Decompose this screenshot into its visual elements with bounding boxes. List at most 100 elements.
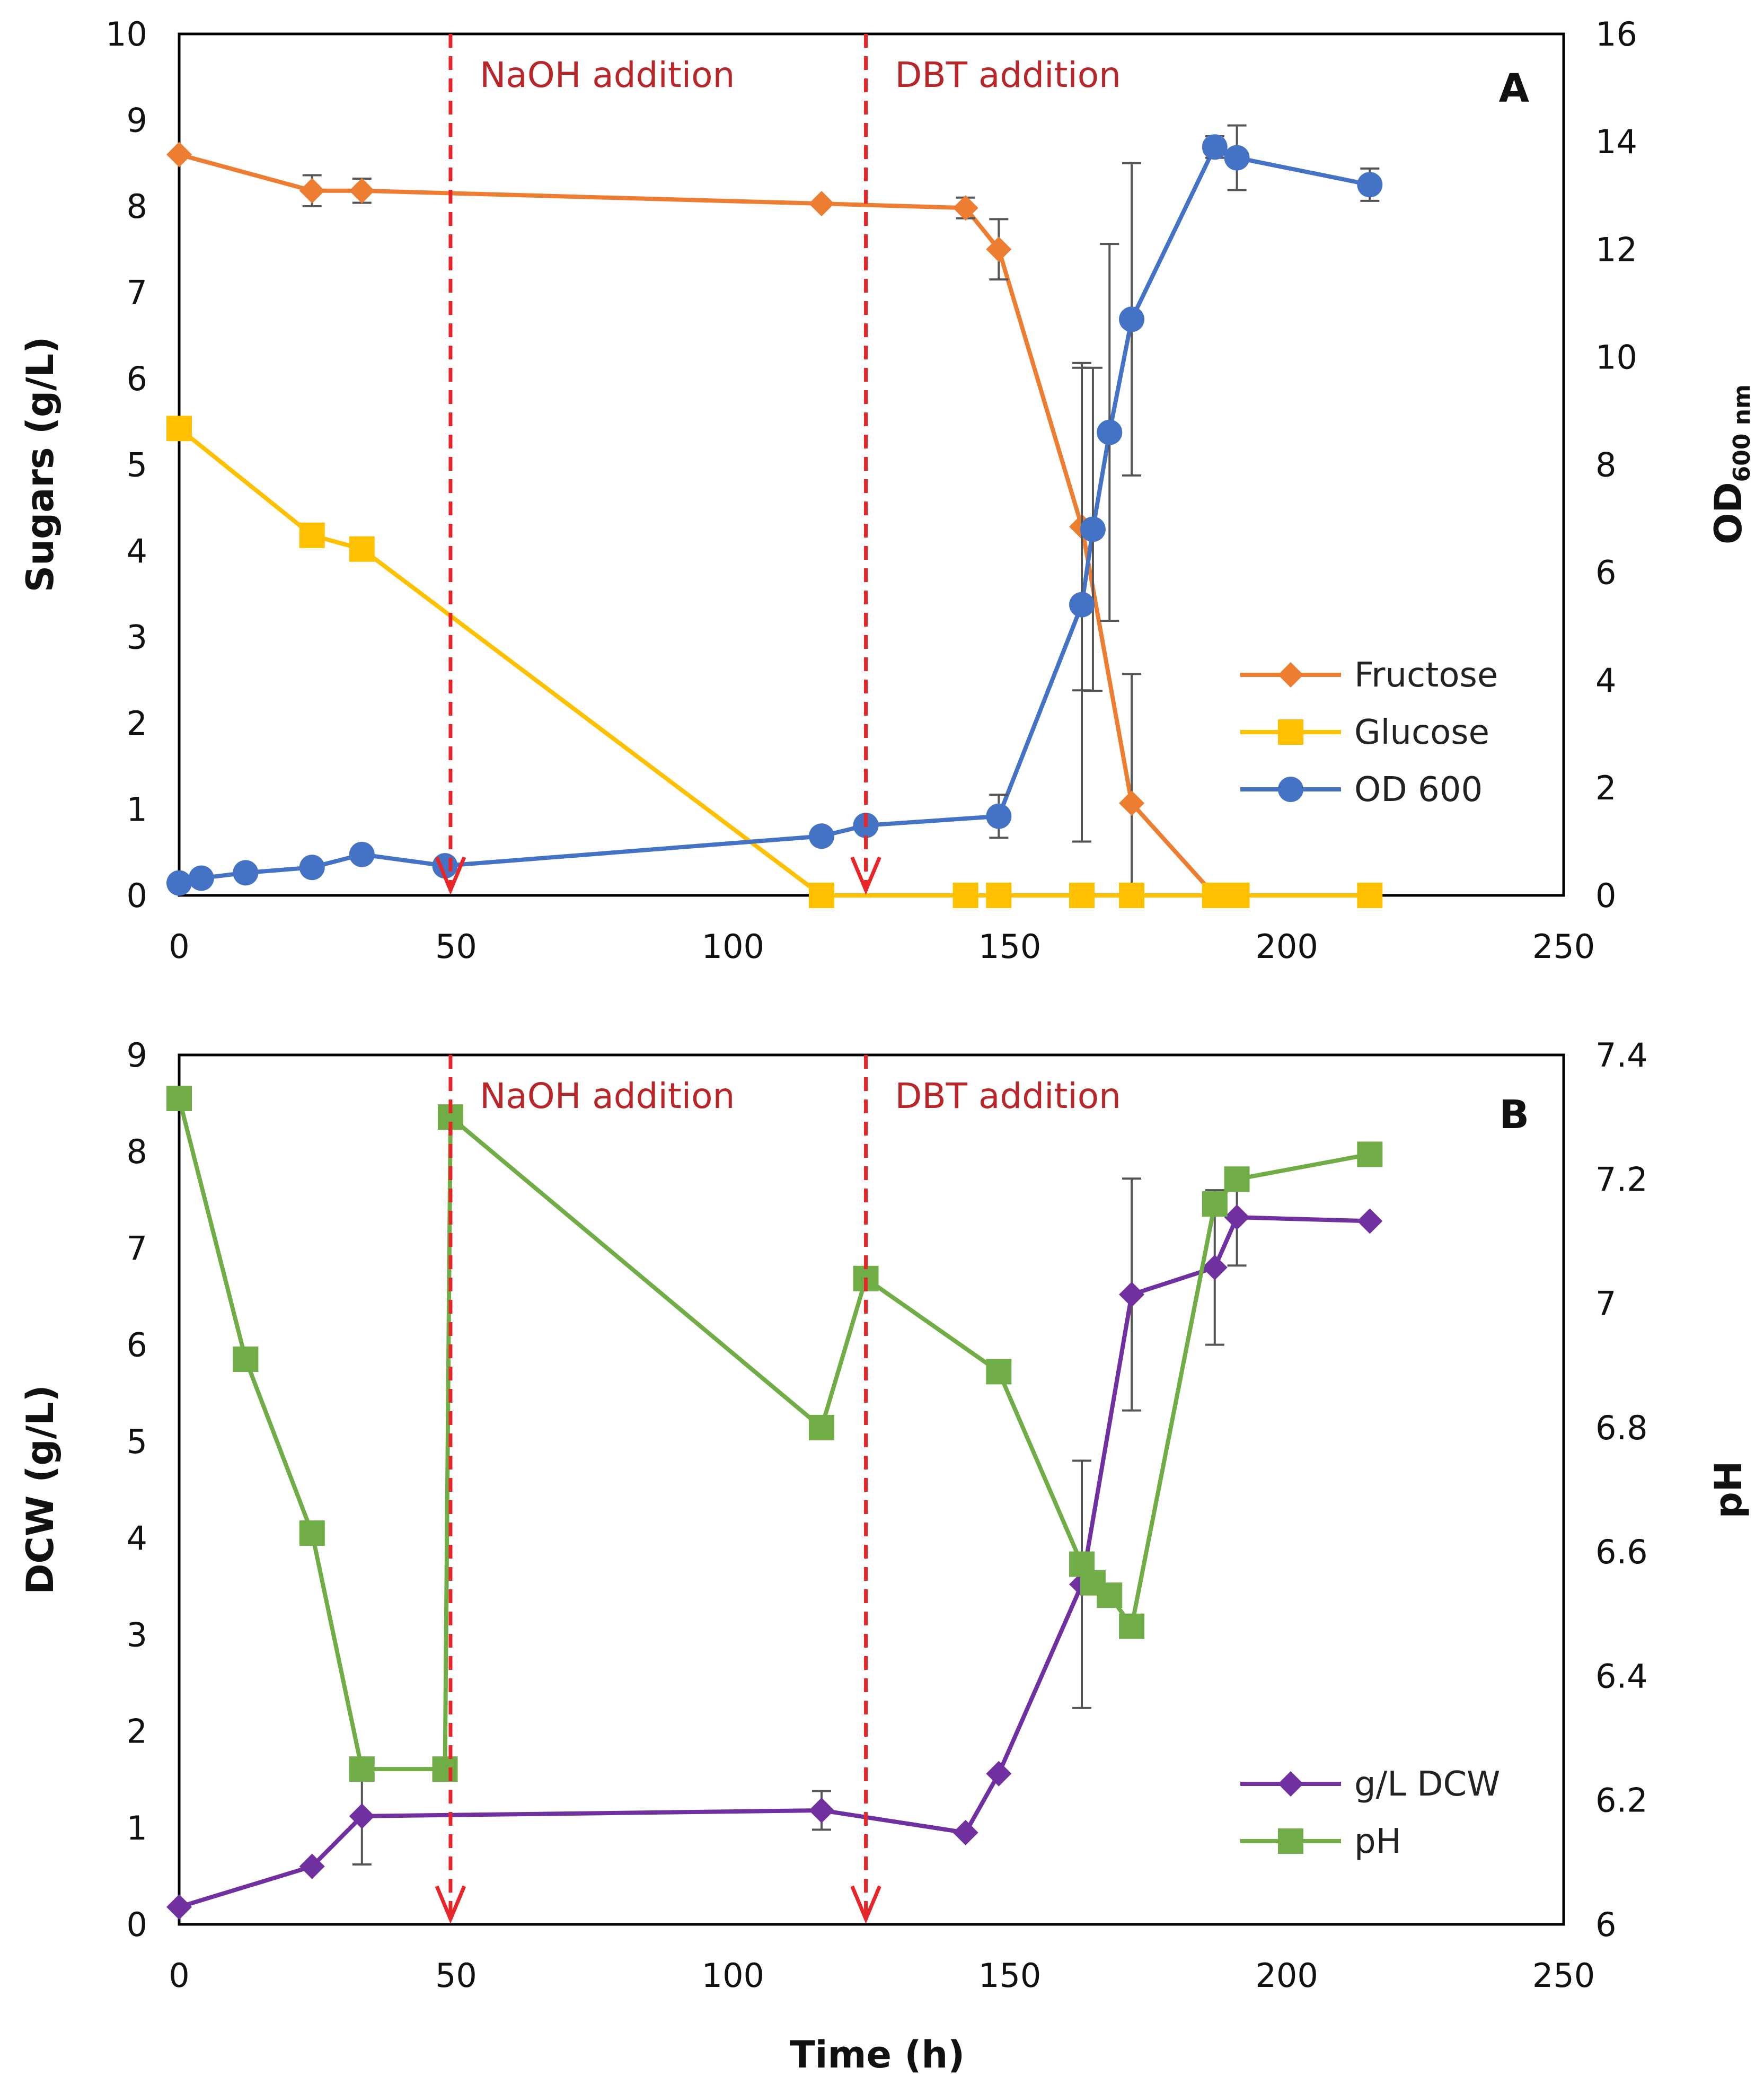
panel-b-data-point xyxy=(986,1761,1012,1787)
panel-a-legend-label: OD 600 xyxy=(1354,770,1483,810)
panel-a-data-point xyxy=(349,178,375,204)
panel-b-series-ph xyxy=(166,1086,1383,1782)
panel-b-y-tick-label: 5 xyxy=(127,1422,147,1461)
panel-b-data-point xyxy=(1224,1204,1250,1230)
panel-b-data-point xyxy=(808,1414,834,1440)
panel-a-legend-marker xyxy=(1278,662,1303,688)
panel-b-x-tick-label: 150 xyxy=(978,1956,1041,1995)
panel-b-y2-axis-title: pH xyxy=(1707,1461,1750,1519)
panel-a-data-point xyxy=(349,841,375,867)
panel-a-data-point xyxy=(986,883,1012,908)
panel-b-legend-marker xyxy=(1278,1771,1303,1797)
panel-b-y2-tick-label: 6.2 xyxy=(1595,1781,1648,1820)
panel-a-y2-tick-label: 4 xyxy=(1595,661,1616,700)
panel-b-data-point xyxy=(1097,1582,1123,1608)
panel-a-data-point xyxy=(188,865,214,891)
panel-b-data-point xyxy=(299,1520,325,1546)
panel-a-y-tick-label: 1 xyxy=(127,790,147,829)
panel-b-x-tick-label: 200 xyxy=(1255,1956,1318,1995)
panel-a-legend-marker xyxy=(1278,719,1303,745)
panel-a-series-line xyxy=(179,145,1371,885)
panel-a-data-point xyxy=(1080,516,1106,542)
panel-b-y2-tick-label: 6.4 xyxy=(1595,1657,1648,1695)
panel-a-data-point xyxy=(233,860,259,886)
panel-a-y-tick-label: 3 xyxy=(127,618,147,657)
panel-a-y-tick-label: 7 xyxy=(127,274,147,312)
panel-b-data-point xyxy=(1224,1166,1250,1192)
panel-a-y2-tick-label: 8 xyxy=(1595,446,1616,485)
panel-a-series-fructose xyxy=(166,142,1250,908)
panel-a-series-line xyxy=(178,152,1237,898)
panel-a-annotation-label: DBT addition xyxy=(895,55,1121,95)
panel-a-data-point xyxy=(1069,883,1095,908)
panel-a-data-point xyxy=(808,191,834,217)
panel-a-x-tick-label: 50 xyxy=(435,927,477,966)
panel-b-label: B xyxy=(1500,1092,1529,1138)
panel-a-label: A xyxy=(1499,66,1529,111)
panel-b-x-tick-label: 100 xyxy=(702,1956,764,1995)
panel-a-y2-axis-title: OD600 nm xyxy=(1707,384,1756,544)
panel-a-series-od-600 xyxy=(166,124,1383,896)
panel-a-x-tick-label: 100 xyxy=(702,927,764,966)
panel-b-annotation-label: NaOH addition xyxy=(480,1076,735,1116)
panel-b-y2-tick-label: 6.8 xyxy=(1595,1409,1648,1447)
panel-a-legend-label: Glucose xyxy=(1354,713,1489,752)
panel-b-y-tick-label: 7 xyxy=(127,1229,147,1268)
panel-b-annotation-label: DBT addition xyxy=(895,1076,1121,1116)
panel-b-series-g-l-dcw xyxy=(166,1168,1383,1920)
panel-b-plot-frame xyxy=(178,1053,1565,1926)
panel-b-x-tick-label: 0 xyxy=(169,1956,189,1995)
panel-b-y-tick-label: 8 xyxy=(127,1132,147,1171)
panel-a-x-tick-label: 250 xyxy=(1532,927,1595,966)
panel-b-y2-tick-label: 7.4 xyxy=(1595,1036,1648,1075)
panel-b-annotation-arrow xyxy=(850,1885,881,1924)
panel-b-y-tick-label: 6 xyxy=(127,1326,147,1365)
panel-b-y-tick-label: 2 xyxy=(127,1712,147,1751)
panel-a-data-point xyxy=(1357,172,1383,198)
panel-a-series-glucose xyxy=(166,416,1383,908)
panel-a-y-tick-label: 2 xyxy=(127,704,147,743)
panel-a-data-point xyxy=(166,142,192,168)
panel-b-data-point xyxy=(952,1819,978,1845)
panel-a-data-point xyxy=(1224,145,1250,171)
panel-b-data-point xyxy=(233,1347,259,1372)
panel-b-data-point xyxy=(1202,1191,1228,1217)
panel-b-legend-label: g/L DCW xyxy=(1354,1765,1500,1804)
panel-a-data-point xyxy=(808,883,834,908)
panel-b-legend-label: pH xyxy=(1354,1822,1401,1861)
panel-a-legend: Fructose Glucose OD 600 xyxy=(1240,656,1498,810)
panel-b-legend-marker xyxy=(1278,1828,1303,1854)
panel-b-x-tick-label: 50 xyxy=(435,1956,477,1995)
panel-b-data-point xyxy=(166,1894,192,1920)
panel-a-annotation-arrow xyxy=(850,856,881,895)
panel-a-y2-tick-label: 16 xyxy=(1595,15,1637,54)
panel-a-y-tick-label: 0 xyxy=(127,876,147,915)
panel-a-x-tick-label: 150 xyxy=(978,927,1041,966)
panel-b-x-axis-title: Time (h) xyxy=(790,2033,965,2077)
panel-a-x-tick-label: 200 xyxy=(1255,927,1318,966)
panel-a-y-tick-label: 6 xyxy=(127,359,147,398)
panel-b-y-tick-label: 1 xyxy=(127,1809,147,1847)
panel-a-legend-marker xyxy=(1278,777,1303,802)
panel-a-y-tick-label: 5 xyxy=(127,446,147,485)
panel-a-annotation-label: NaOH addition xyxy=(480,55,735,95)
panel-a-y2-title-main: OD xyxy=(1707,482,1750,544)
panel-b-data-point xyxy=(1357,1141,1383,1167)
panel-a-y-tick-label: 4 xyxy=(127,532,147,570)
panel-a-data-point xyxy=(1202,883,1228,908)
panel-a-y2-tick-label: 6 xyxy=(1595,553,1616,592)
panel-b-y2-tick-label: 6 xyxy=(1595,1905,1616,1944)
panel-b-x-tick-label: 250 xyxy=(1532,1956,1595,1995)
panel-a-data-point xyxy=(952,195,978,221)
panel-a-y2-tick-label: 12 xyxy=(1595,230,1637,269)
panel-a-data-point xyxy=(1202,134,1228,160)
panel-b-series-line xyxy=(177,1098,1371,1772)
panel-a-chart: Sugars (g/L) OD600 nm A Fructose Glucose O… xyxy=(19,15,1756,966)
panel-b-data-point xyxy=(299,1853,325,1879)
panel-b-y2-tick-label: 7.2 xyxy=(1595,1160,1648,1199)
panel-a-data-point xyxy=(299,855,325,881)
panel-b-data-point xyxy=(166,1086,192,1111)
panel-a-y-tick-label: 10 xyxy=(105,15,147,54)
